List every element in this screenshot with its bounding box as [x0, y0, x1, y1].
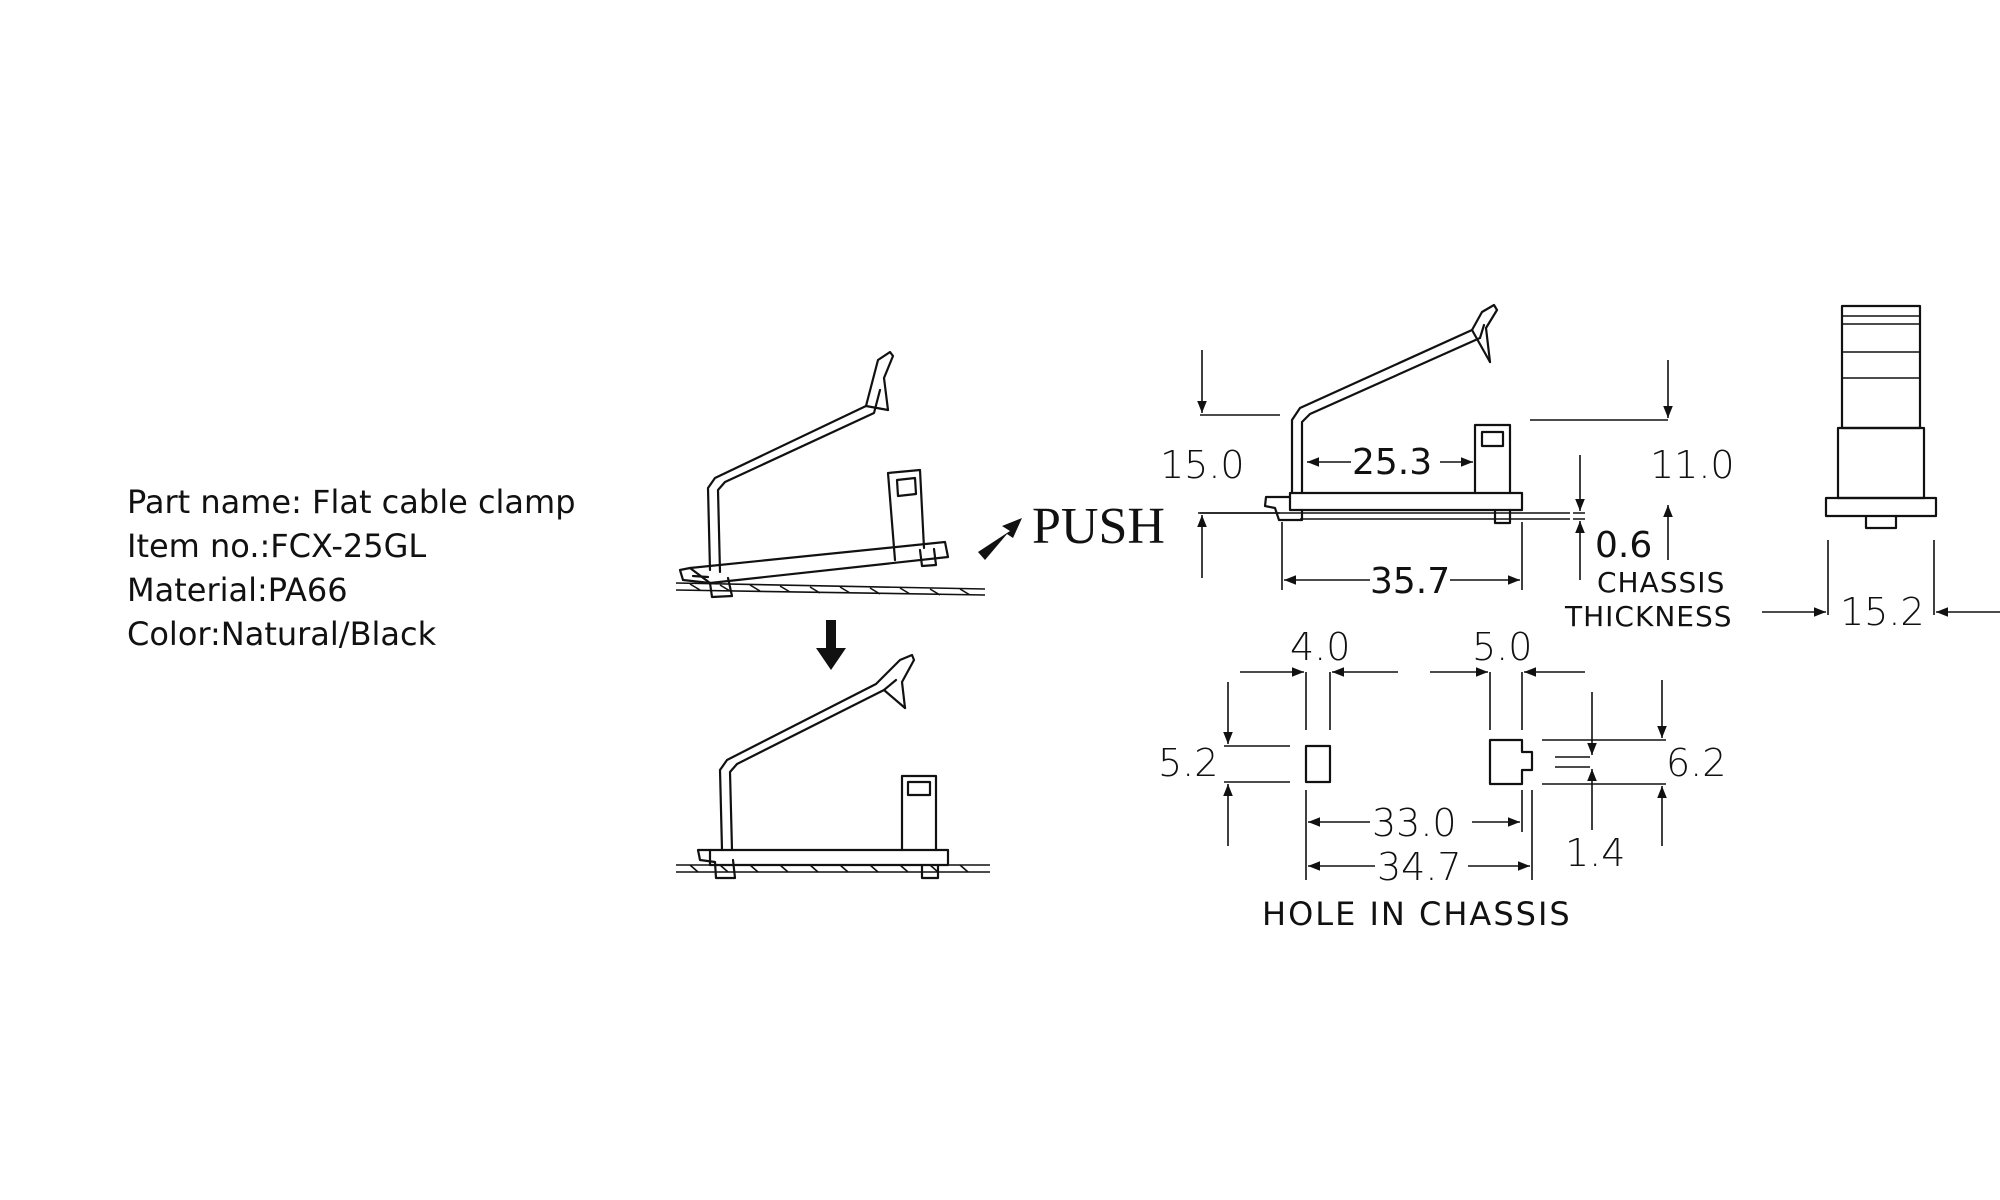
- install-before-view: [675, 350, 986, 599]
- dim-clip-height: 11.0: [1530, 360, 1735, 560]
- base-length-value: 35.7: [1370, 561, 1450, 602]
- install-after-view: [676, 653, 990, 880]
- hole-label: HOLE IN CHASSIS: [1262, 895, 1572, 933]
- color: Color:Natural/Black: [127, 615, 437, 653]
- notch-value: 1.4: [1565, 831, 1625, 875]
- dim-chassis-thickness: 0.6 CHASSIS THICKNESS: [1564, 455, 1733, 633]
- hole-2: [1488, 738, 1534, 786]
- dim-base-length: 35.7: [1281, 522, 1523, 602]
- push-indicator: PUSH: [978, 498, 1165, 560]
- hole2-width-value: 5.0: [1472, 625, 1532, 669]
- clip-height-value: 11.0: [1650, 443, 1735, 487]
- chassis-thickness-value: 0.6: [1595, 525, 1652, 566]
- part-name: Part name: Flat cable clamp: [127, 483, 576, 521]
- hole2-height-value: 6.2: [1666, 741, 1726, 785]
- hole1-height-value: 5.2: [1158, 741, 1218, 785]
- inner-length-value: 25.3: [1352, 442, 1432, 483]
- spec-block: Part name: Flat cable clamp Item no.:FCX…: [127, 480, 576, 656]
- side-view: [1200, 303, 1570, 525]
- push-label: PUSH: [1032, 498, 1165, 555]
- item-number: Item no.:FCX-25GL: [127, 527, 427, 565]
- sequence-arrow: [816, 620, 846, 670]
- overall-distance-value: 34.7: [1377, 845, 1462, 889]
- hole-1: [1304, 744, 1332, 784]
- chassis-label-1: CHASSIS: [1597, 566, 1725, 599]
- width-value: 15.2: [1840, 590, 1925, 634]
- end-view: 15.2: [1762, 304, 2000, 634]
- dim-height: 15.0: [1160, 350, 1280, 578]
- chassis-label-2: THICKNESS: [1564, 600, 1733, 633]
- hole1-width-value: 4.0: [1290, 625, 1350, 669]
- height-value: 15.0: [1160, 443, 1245, 487]
- center-distance-value: 33.0: [1372, 801, 1457, 845]
- material: Material:PA66: [127, 571, 348, 609]
- dim-inner-length: 25.3: [1307, 442, 1473, 483]
- hole-view: 4.0 5.0 5.2 6.2 1.4 33.0 34.7 HOLE IN CH…: [1158, 625, 1726, 933]
